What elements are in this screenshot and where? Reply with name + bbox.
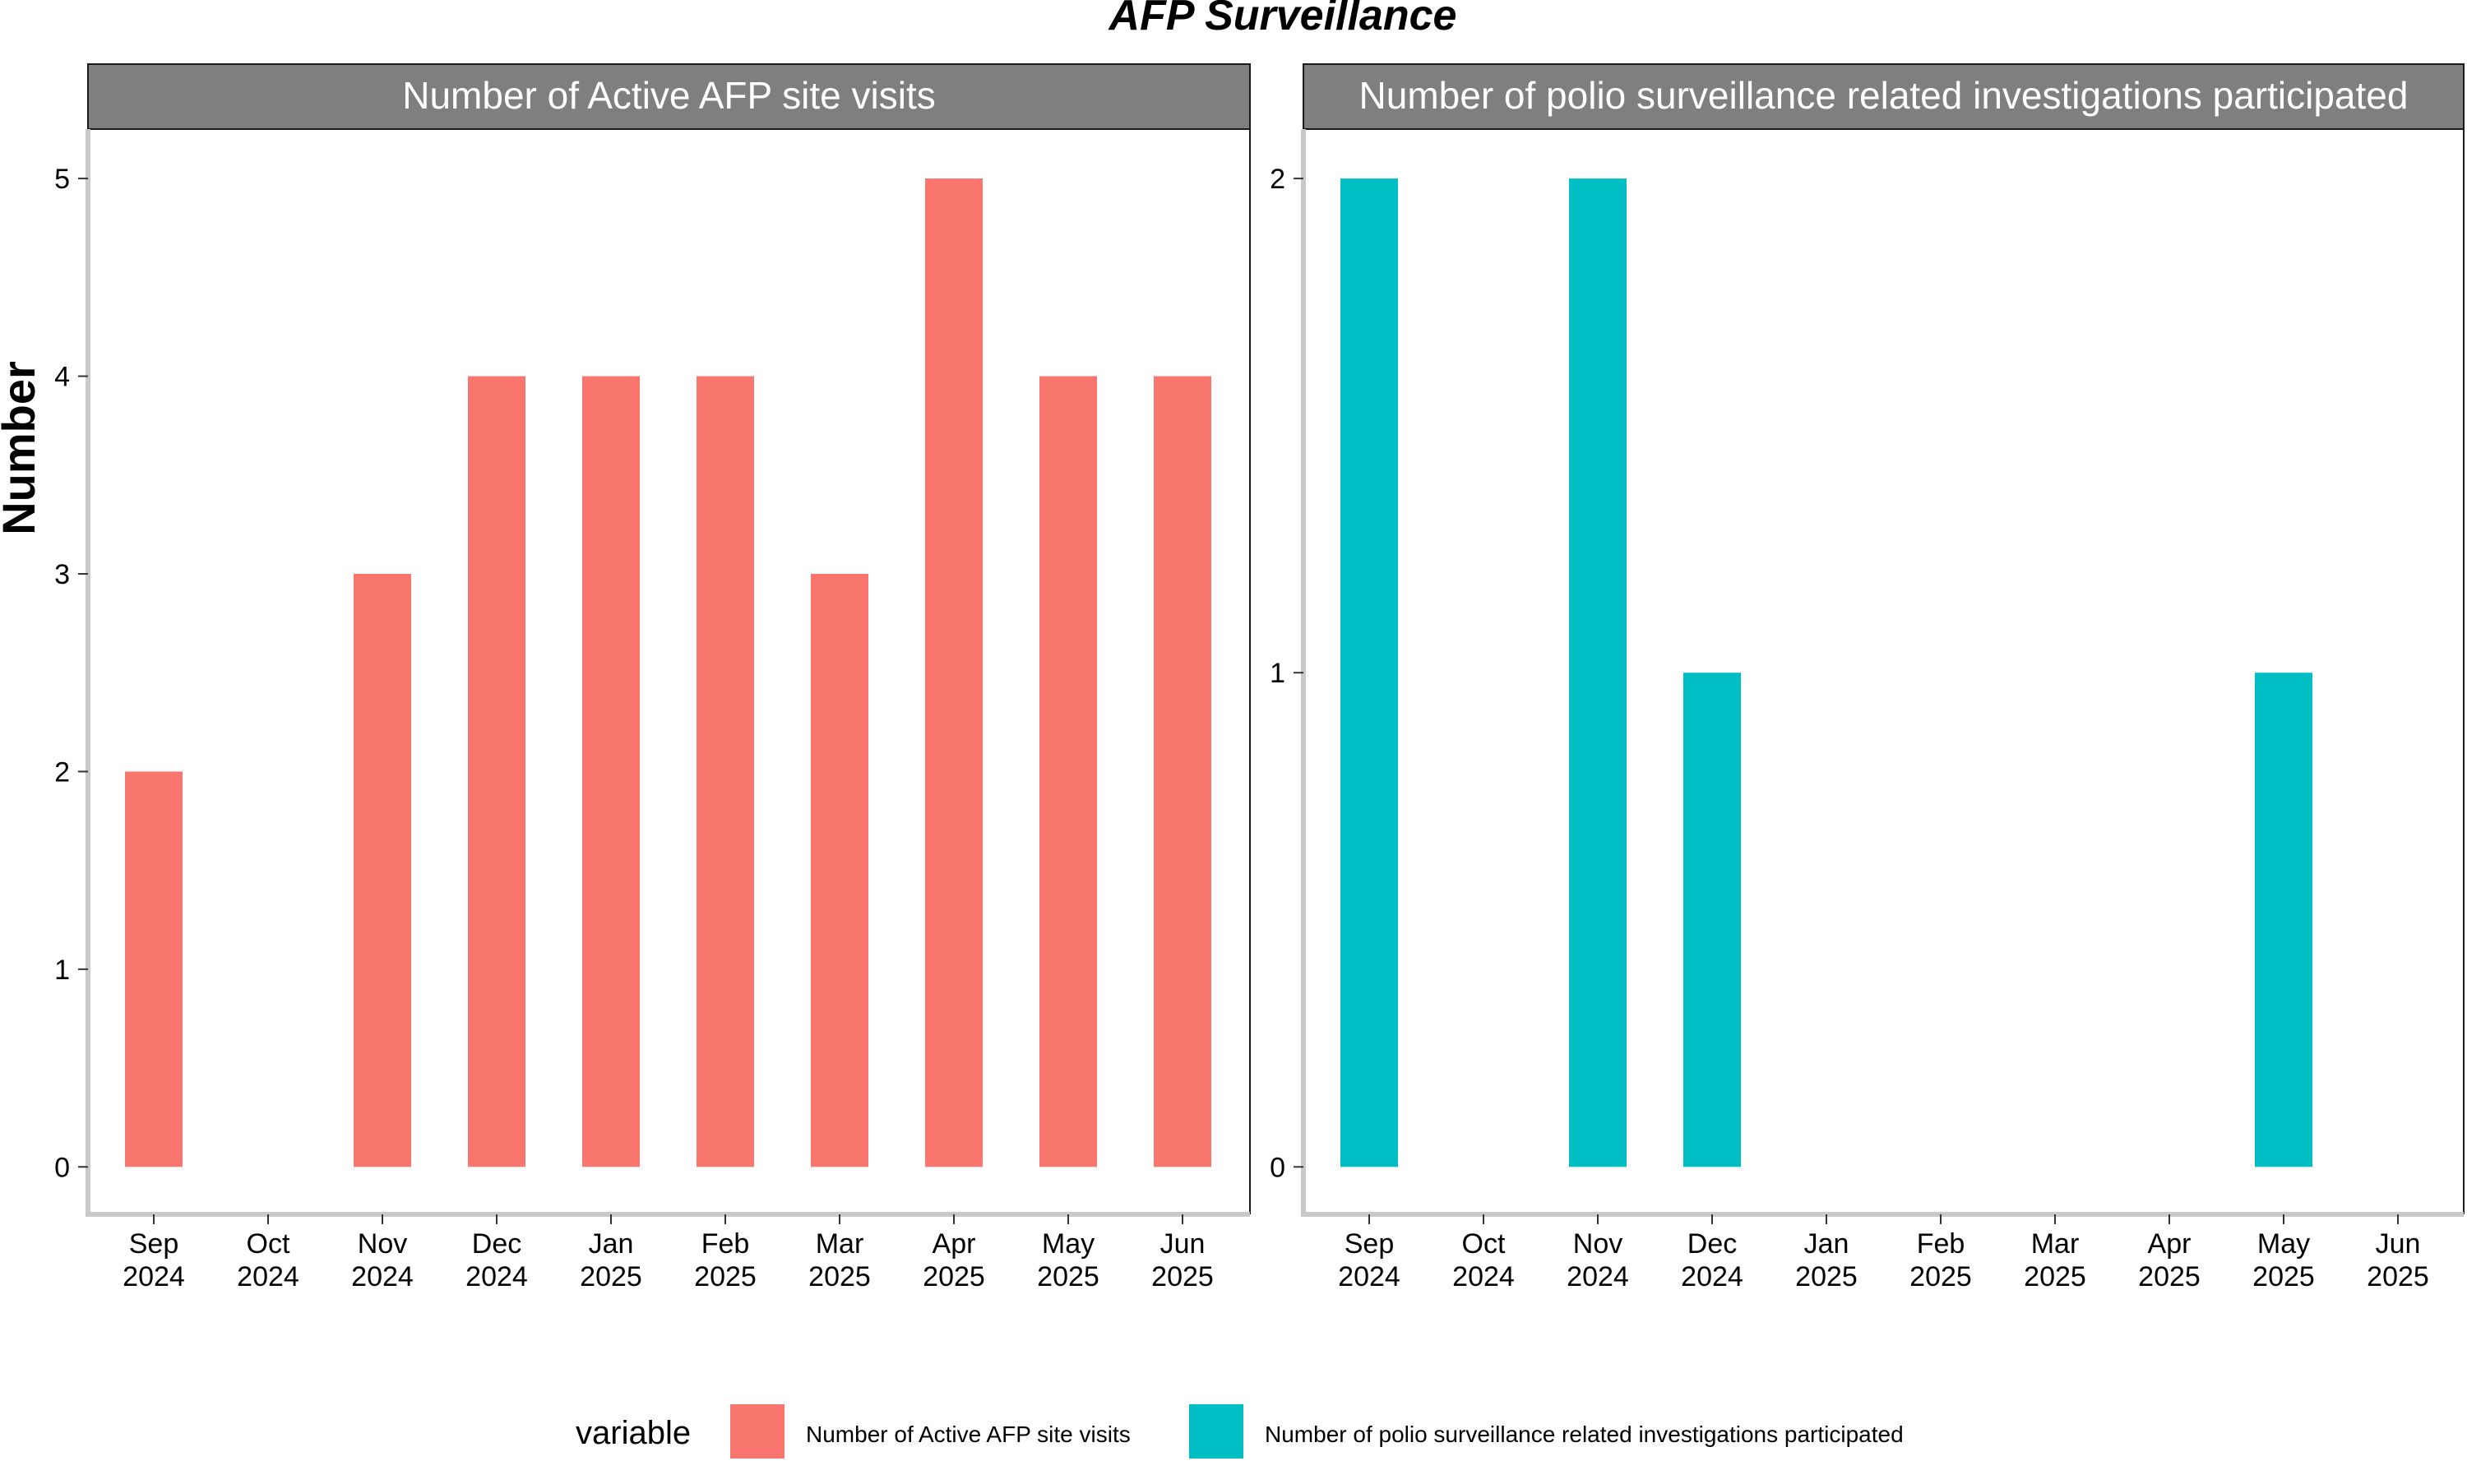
- x-tick-label: Sep 2024: [123, 1228, 185, 1292]
- y-tick-label: 0: [54, 1152, 70, 1183]
- x-tick-label-year: 2025: [580, 1261, 642, 1292]
- x-tick-label-month: Apr: [2148, 1228, 2192, 1260]
- x-tick-label-month: Apr: [933, 1228, 976, 1260]
- facet-strip: [87, 63, 1251, 130]
- legend: variable Number of Active AFP site visit…: [576, 1404, 1904, 1459]
- x-tick-label: Nov 2024: [1567, 1228, 1629, 1292]
- facet-strip-label: Number of Active AFP site visits: [402, 74, 936, 117]
- x-tick-label-month: Nov: [1573, 1228, 1622, 1260]
- legend-swatch: [730, 1404, 785, 1459]
- x-tick-label: May 2025: [2252, 1228, 2315, 1292]
- x-tick-label-year: 2025: [1909, 1261, 1972, 1292]
- legend-title: variable: [576, 1415, 691, 1451]
- x-tick-label-month: Jun: [2376, 1228, 2421, 1260]
- x-tick-label-year: 2025: [1151, 1261, 1214, 1292]
- x-tick-label: Sep 2024: [1338, 1228, 1400, 1292]
- x-tick-label-year: 2025: [2367, 1261, 2429, 1292]
- facet-strip-label: Number of polio surveillance related inv…: [1359, 74, 2409, 117]
- x-tick-label: May 2025: [1037, 1228, 1099, 1292]
- x-tick-label-month: Oct: [247, 1228, 290, 1260]
- bar: [811, 573, 868, 1167]
- x-tick-label-month: Sep: [1345, 1228, 1395, 1260]
- x-tick-label: Jan 2025: [580, 1228, 642, 1292]
- x-tick-label-year: 2025: [808, 1261, 871, 1292]
- chart-panels: Number of Active AFP site visits 0 1 2 3 4 5 Se…: [54, 63, 2465, 1292]
- x-tick-label-month: Dec: [472, 1228, 521, 1260]
- bar: [1039, 376, 1097, 1167]
- x-tick-label-year: 2025: [2138, 1261, 2201, 1292]
- bar: [468, 376, 525, 1167]
- y-tick-label: 3: [54, 559, 70, 590]
- x-tick-label-year: 2025: [923, 1261, 985, 1292]
- y-tick-label: 4: [54, 362, 70, 393]
- panel-1: Number of Active AFP site visits 0 1 2 3 4 5 Se…: [54, 63, 1251, 1292]
- legend-item-label: Number of polio surveillance related inv…: [1265, 1422, 1904, 1447]
- x-tick-label-month: Mar: [816, 1228, 864, 1260]
- x-tick-label-year: 2025: [694, 1261, 757, 1292]
- x-tick-label: Jun 2025: [2367, 1228, 2429, 1292]
- bar: [582, 376, 640, 1167]
- panel-2: Number of polio surveillance related inv…: [1270, 63, 2465, 1292]
- x-tick-label-month: Feb: [701, 1228, 750, 1260]
- x-tick-label-year: 2024: [1567, 1261, 1629, 1292]
- bar: [1569, 178, 1627, 1167]
- bar: [697, 376, 754, 1167]
- x-tick-label-year: 2024: [1452, 1261, 1515, 1292]
- x-tick-label: Nov 2024: [351, 1228, 414, 1292]
- x-tick-label: Feb 2025: [1909, 1228, 1972, 1292]
- y-tick-label: 2: [54, 756, 70, 788]
- y-tick-label: 1: [54, 955, 70, 986]
- x-tick-label: Dec 2024: [465, 1228, 528, 1292]
- x-tick-label: Dec 2024: [1681, 1228, 1743, 1292]
- x-tick-label: Oct 2024: [237, 1228, 299, 1292]
- x-tick-label-month: Dec: [1687, 1228, 1737, 1260]
- x-tick-label: Jan 2025: [1795, 1228, 1858, 1292]
- x-tick-label-year: 2024: [123, 1261, 185, 1292]
- x-tick-label-month: Nov: [358, 1228, 407, 1260]
- x-tick-label-year: 2025: [1037, 1261, 1099, 1292]
- y-tick-label: 2: [1270, 164, 1285, 195]
- y-tick-label: 5: [54, 164, 70, 195]
- x-tick-label-month: Jun: [1160, 1228, 1206, 1260]
- bar: [2255, 673, 2312, 1167]
- y-tick-label: 0: [1270, 1152, 1285, 1183]
- bar: [1683, 673, 1741, 1167]
- x-tick-label-year: 2025: [2252, 1261, 2315, 1292]
- x-tick-label-month: Jan: [1804, 1228, 1849, 1260]
- x-tick-label-year: 2025: [2024, 1261, 2086, 1292]
- x-tick-label-month: Sep: [129, 1228, 179, 1260]
- legend-item-label: Number of Active AFP site visits: [806, 1422, 1131, 1447]
- bar: [1154, 376, 1211, 1167]
- x-tick-label-year: 2025: [1795, 1261, 1858, 1292]
- x-tick-label-month: Oct: [1462, 1228, 1506, 1260]
- chart-title: AFP Surveillance: [1108, 0, 1457, 39]
- x-tick-label: Jun 2025: [1151, 1228, 1214, 1292]
- x-tick-label-year: 2024: [465, 1261, 528, 1292]
- facet-strip: [1303, 63, 2465, 130]
- x-tick-label-month: Feb: [1917, 1228, 1965, 1260]
- x-tick-label: Oct 2024: [1452, 1228, 1515, 1292]
- y-tick-label: 1: [1270, 658, 1285, 689]
- bar: [925, 178, 983, 1167]
- legend-swatch: [1189, 1404, 1243, 1459]
- bar: [354, 573, 411, 1167]
- bar: [1340, 178, 1398, 1167]
- x-tick-label: Mar 2025: [808, 1228, 871, 1292]
- x-tick-label: Mar 2025: [2024, 1228, 2086, 1292]
- x-tick-label: Apr 2025: [923, 1228, 985, 1292]
- x-tick-label-year: 2024: [351, 1261, 414, 1292]
- x-tick-label: Apr 2025: [2138, 1228, 2201, 1292]
- y-axis-label: Number: [0, 361, 44, 535]
- x-tick-label-month: May: [2257, 1228, 2310, 1260]
- x-tick-label: Feb 2025: [694, 1228, 757, 1292]
- x-tick-label-month: Jan: [589, 1228, 634, 1260]
- x-tick-label-year: 2024: [237, 1261, 299, 1292]
- x-tick-label-month: Mar: [2031, 1228, 2080, 1260]
- bar: [125, 771, 183, 1167]
- x-tick-label-year: 2024: [1681, 1261, 1743, 1292]
- x-tick-label-year: 2024: [1338, 1261, 1400, 1292]
- x-tick-label-month: May: [1042, 1228, 1095, 1260]
